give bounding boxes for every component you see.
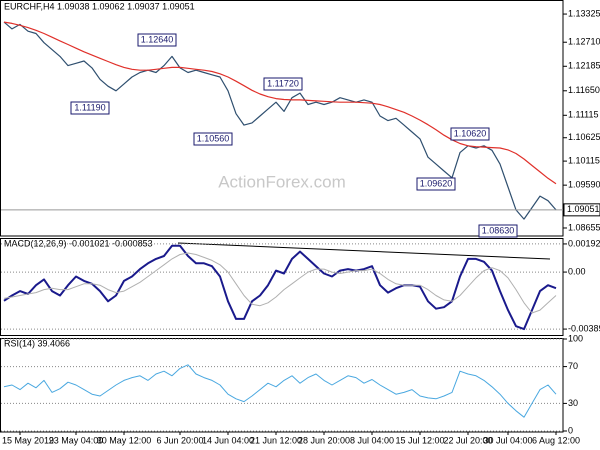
series-line: [3, 21, 557, 220]
annotation-box: [263, 77, 303, 91]
y-tick-label: 1.10115: [568, 155, 600, 165]
last-price-box: [563, 203, 600, 217]
annotation: 1.08630: [482, 225, 515, 235]
y-tick-label: 1.09590: [568, 180, 600, 190]
x-tick-label: 14 Jun 04:00: [202, 435, 254, 445]
y-tick-label: 1.12710: [568, 37, 600, 47]
watermark: ActionForex.com: [218, 172, 346, 191]
annotation-box: [70, 101, 110, 115]
y-tick-label: 1.08655: [568, 222, 600, 232]
x-tick-label: 21 Jun 12:00: [250, 435, 302, 445]
price-panel: [0, 0, 564, 237]
y-tick-label: 1.13325: [568, 8, 600, 18]
x-tick-label: 30 Jul 04:00: [483, 435, 532, 445]
price-title: EURCHF,H4 1.09038 1.09062 1.09037 1.0905…: [4, 1, 195, 11]
series-line: [3, 364, 557, 418]
y-tick-label: 1.10625: [568, 132, 600, 142]
y-tick-label: 1.11650: [568, 85, 600, 95]
x-tick-label: 15 Jul 12:00: [395, 435, 444, 445]
x-tick-label: 6 Jun 20:00: [156, 435, 203, 445]
x-tick-label: 30 May 12:00: [97, 435, 152, 445]
annotation: 1.11720: [267, 78, 299, 88]
y-tick-label: 70: [568, 361, 578, 371]
y-tick-label: 1.12185: [568, 61, 600, 71]
y-tick-label: 1.11115: [568, 110, 599, 120]
annotation-box: [478, 224, 518, 238]
y-tick-label: 100: [568, 333, 583, 343]
x-tick-label: 15 May 2019: [2, 435, 54, 445]
y-tick-label: 30: [568, 398, 578, 408]
x-tick-label: 8 Jul 04:00: [350, 435, 394, 445]
annotation: 1.10620: [454, 128, 487, 138]
y-tick-label: -0.003896: [568, 323, 600, 333]
macd-panel: [0, 238, 564, 336]
annotation-box: [450, 127, 490, 141]
series-line: [3, 244, 557, 331]
x-tick-label: 28 Jun 20:00: [298, 435, 350, 445]
x-tick-label: 22 Jul 20:00: [443, 435, 492, 445]
y-tick-label: 0: [568, 425, 573, 435]
y-tick-label: 0.001923: [568, 238, 600, 248]
last-price-label: 1.09051: [567, 204, 600, 214]
series-line: [3, 21, 557, 185]
annotation: 1.10560: [197, 133, 230, 143]
x-tick-label: 6 Aug 12:00: [532, 435, 580, 445]
annotation-box: [416, 177, 456, 191]
series-line: [3, 252, 557, 314]
annotation: 1.11190: [74, 102, 105, 112]
rsi-panel: [0, 338, 564, 433]
annotation: 1.09620: [420, 178, 453, 188]
annotation: 1.12640: [141, 34, 174, 44]
x-tick-label: 23 May 04:00: [49, 435, 104, 445]
y-tick-label: 0.00: [568, 266, 586, 276]
macd-title: MACD(12,26,9) -0.001021 -0.000853: [4, 238, 153, 248]
annotation-box: [137, 33, 177, 47]
annotation-box: [193, 132, 233, 146]
rsi-title: RSI(14) 39.4066: [4, 338, 70, 348]
trend-line: [177, 242, 551, 260]
